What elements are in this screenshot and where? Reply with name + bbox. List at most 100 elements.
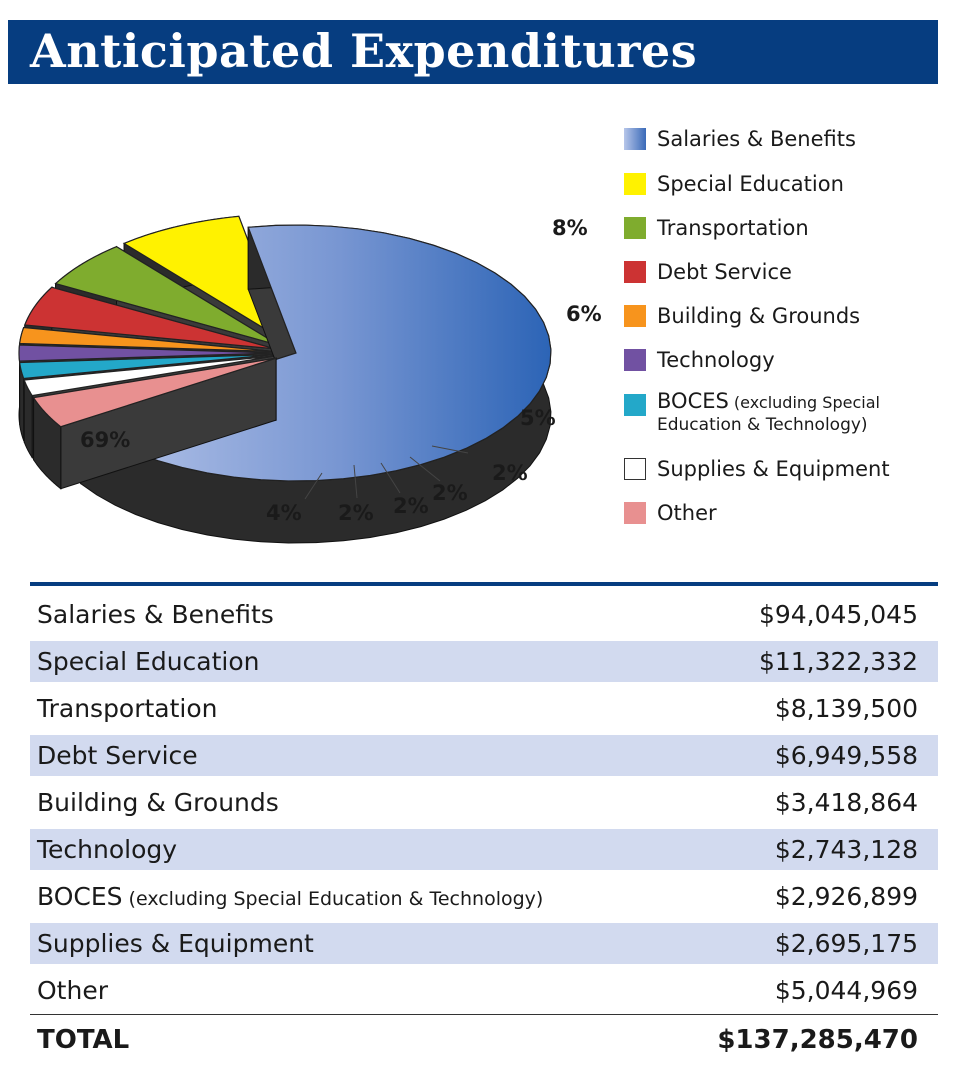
table-row: Special Education $11,322,332	[30, 641, 938, 682]
pie-data-label: 2%	[492, 461, 528, 485]
row-value: $5,044,969	[774, 976, 918, 1005]
legend-swatch	[624, 305, 646, 327]
table-row: Salaries & Benefits $94,045,045	[30, 594, 938, 635]
legend-swatch	[624, 502, 646, 524]
legend-label: Supplies & Equipment	[657, 454, 890, 484]
row-note: (excluding Special Education & Technolog…	[122, 888, 544, 910]
table-top-rule	[30, 582, 938, 586]
row-label-text: Debt Service	[37, 741, 198, 770]
row-label: Building & Grounds	[37, 788, 279, 817]
pie-data-label: 4%	[266, 501, 302, 525]
pie-slice-top	[122, 215, 288, 344]
legend-note: (excluding Special	[728, 393, 880, 412]
row-label-text: BOCES	[37, 882, 123, 911]
legend-item: Salaries & Benefits	[624, 124, 856, 154]
legend-swatch	[624, 261, 646, 283]
legend-swatch	[624, 128, 646, 150]
row-label-text: Transportation	[37, 694, 218, 723]
row-value: $94,045,045	[758, 600, 918, 629]
row-label-text: Building & Grounds	[37, 788, 279, 817]
row-label-text: Special Education	[37, 647, 260, 676]
pie-slice-top	[32, 357, 277, 428]
legend-label: Technology	[657, 345, 775, 375]
title-bar: Anticipated Expenditures	[8, 20, 938, 84]
row-label-text: Supplies & Equipment	[37, 929, 314, 958]
legend-label: Debt Service	[657, 257, 792, 287]
pie-data-label: 69%	[80, 428, 130, 452]
legend-label-text: Salaries & Benefits	[657, 127, 856, 151]
legend-swatch	[624, 173, 646, 195]
row-value: $2,743,128	[774, 835, 918, 864]
pie-chart: 69%8%6%5%2%2%2%2%4%	[18, 215, 602, 544]
pie-slice	[32, 357, 277, 490]
legend-label-text: BOCES	[657, 389, 729, 413]
pie-data-label: 8%	[552, 216, 588, 240]
row-label-text: Other	[37, 976, 108, 1005]
legend-label-text: Supplies & Equipment	[657, 457, 890, 481]
row-value: $6,949,558	[774, 741, 918, 770]
total-value: $137,285,470	[717, 1025, 918, 1055]
row-label: Other	[37, 976, 108, 1005]
table-row: Building & Grounds $3,418,864	[30, 782, 938, 823]
pie-slice-top	[18, 344, 275, 362]
row-value: $8,139,500	[774, 694, 918, 723]
page-title: Anticipated Expenditures	[30, 24, 698, 78]
pie-slice-top	[23, 286, 276, 350]
pie-data-label: 2%	[432, 481, 468, 505]
table-row: Transportation $8,139,500	[30, 688, 938, 729]
pie-data-label: 2%	[393, 494, 429, 518]
pie-data-label: 6%	[566, 302, 602, 326]
row-label: Salaries & Benefits	[37, 600, 274, 629]
total-row: TOTAL $137,285,470	[30, 1019, 938, 1061]
pie-leader-line	[409, 456, 441, 482]
table-row: Supplies & Equipment $2,695,175	[30, 923, 938, 964]
legend-label: Transportation	[657, 213, 809, 243]
pie-leader-line	[353, 464, 358, 499]
row-label: Supplies & Equipment	[37, 929, 314, 958]
row-value: $3,418,864	[774, 788, 918, 817]
legend-item: Technology	[624, 345, 775, 375]
legend-item: Debt Service	[624, 257, 792, 287]
legend-label-text: Technology	[657, 348, 775, 372]
row-value: $2,926,899	[774, 882, 918, 911]
legend-item: Other	[624, 498, 717, 528]
legend-item: BOCES (excluding Special Education & Tech…	[624, 390, 880, 436]
legend-label-text: Transportation	[657, 216, 809, 240]
row-label: Technology	[37, 835, 177, 864]
legend-swatch	[624, 217, 646, 239]
legend-swatch	[624, 349, 646, 371]
legend-item: Building & Grounds	[624, 301, 860, 331]
row-label-text: Technology	[37, 835, 178, 864]
table-row: BOCES (excluding Special Education & Tec…	[30, 876, 938, 917]
row-label: BOCES (excluding Special Education & Tec…	[37, 882, 543, 911]
legend-label-text: Building & Grounds	[657, 304, 861, 328]
total-label: TOTAL	[37, 1025, 130, 1055]
legend-note-line2: Education & Technology)	[657, 415, 868, 435]
row-label: Transportation	[37, 694, 218, 723]
pie-slice-top	[18, 353, 275, 380]
pie-slice-top	[23, 355, 275, 397]
row-value: $2,695,175	[774, 929, 918, 958]
legend-label: Special Education	[657, 169, 844, 199]
legend-label: BOCES (excluding Special Education & Tech…	[657, 390, 880, 436]
pie-leader-line	[304, 472, 323, 500]
legend-item: Supplies & Equipment	[624, 454, 890, 484]
pie-leader-line	[380, 462, 401, 494]
pie-data-label: 5%	[520, 406, 556, 430]
legend-swatch	[624, 458, 646, 480]
legend-swatch	[624, 394, 646, 416]
table-row: Technology $2,743,128	[30, 829, 938, 870]
table-row: Debt Service $6,949,558	[30, 735, 938, 776]
row-label: Special Education	[37, 647, 260, 676]
table-row: Other $5,044,969	[30, 970, 938, 1011]
row-label: Debt Service	[37, 741, 198, 770]
legend-item: Transportation	[624, 213, 809, 243]
row-label-text: Salaries & Benefits	[37, 600, 274, 629]
legend-label: Salaries & Benefits	[657, 124, 856, 154]
legend-label: Building & Grounds	[657, 301, 860, 331]
expenditure-table: Salaries & Benefits $94,045,045 Special Ed…	[30, 594, 938, 1017]
legend-item: Special Education	[624, 169, 844, 199]
total-rule	[30, 1014, 938, 1015]
legend-label-text: Special Education	[657, 172, 844, 196]
